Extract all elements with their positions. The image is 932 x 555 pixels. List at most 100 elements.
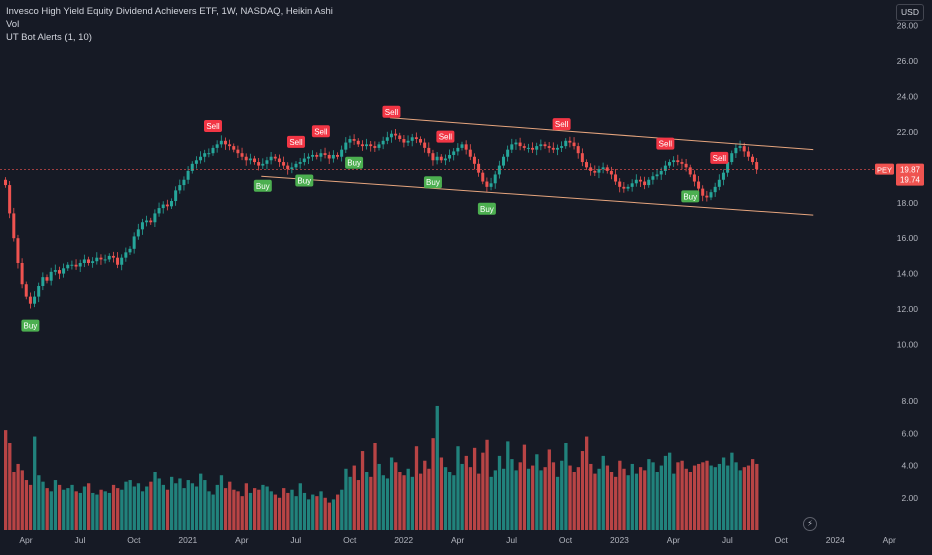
candle-body (709, 192, 713, 198)
volume-bar (140, 491, 145, 530)
candle-body (398, 135, 402, 140)
time-tick-label: Apr (883, 535, 896, 545)
volume-bar (638, 467, 643, 530)
candle-body (136, 229, 140, 237)
volume-bar (223, 488, 228, 530)
volume-bar (705, 460, 709, 530)
volume-bar (111, 484, 116, 530)
volume-bar (165, 489, 170, 530)
candle-body (66, 264, 70, 269)
buy-signal: Buy (345, 156, 364, 169)
legend-symbol-line[interactable]: Invesco High Yield Equity Dividend Achie… (6, 6, 333, 17)
legend-indicator-line[interactable]: UT Bot Alerts (1, 10) (6, 32, 92, 43)
candle-body (555, 147, 559, 150)
volume-bar (153, 472, 157, 530)
volume-bar (381, 475, 385, 530)
volume-bar (99, 489, 103, 530)
price-tick-label: 12.00 (897, 304, 919, 314)
volume-bar (207, 491, 211, 530)
candle-body (170, 201, 173, 207)
volume-bar (302, 492, 307, 530)
volume-bar (257, 489, 261, 530)
candle-body (692, 174, 696, 182)
sell-signal: Sell (710, 151, 729, 164)
volume-bar (414, 446, 419, 530)
sell-signal: Sell (287, 135, 305, 148)
candle-body (543, 144, 547, 147)
volume-bar (120, 489, 124, 530)
candle-body (423, 142, 427, 148)
time-tick-label: 2024 (826, 535, 845, 545)
candle-body (174, 190, 178, 202)
candle-body (190, 163, 194, 171)
volume-bar (431, 438, 435, 530)
volume-bar (323, 497, 327, 530)
volume-bar (539, 470, 543, 530)
volume-bar (502, 468, 506, 530)
volume-bar (149, 481, 153, 530)
candle-body (389, 133, 393, 138)
volume-bar (709, 465, 713, 530)
volume-bar (593, 473, 597, 530)
candle-body (315, 154, 319, 157)
legend-volume-line[interactable]: Vol (6, 19, 20, 30)
candle-body (460, 144, 464, 148)
signal-badge (295, 174, 314, 187)
volume-bar (219, 475, 224, 530)
candle-body (609, 170, 613, 175)
time-axis[interactable]: Apr Jul Oct 2021 Apr Jul Oct 2022 Apr Jul Oct 2023 A… (19, 535, 896, 545)
candle-body (37, 286, 41, 297)
volume-bar (33, 436, 37, 530)
candle-body (153, 213, 157, 223)
candle-body (522, 146, 526, 148)
candle-body (116, 257, 120, 265)
volume-bar (398, 472, 402, 530)
candle-body (531, 147, 535, 150)
volume-bar (597, 468, 601, 530)
candle-body (62, 268, 66, 274)
sell-signal: Sell (382, 105, 401, 118)
candle-body (726, 162, 730, 173)
candle-body (452, 151, 456, 155)
volume-bar (199, 473, 203, 530)
signal-text: Buy (683, 192, 697, 201)
candle-body (427, 147, 431, 154)
time-tick-label: Oct (127, 535, 141, 545)
candle-body (585, 162, 588, 168)
volume-bar (107, 492, 112, 530)
volume-bar (28, 484, 33, 530)
signal-badge (345, 156, 364, 169)
volume-bar (174, 483, 178, 530)
candle-body (311, 154, 315, 157)
volume-bar (522, 444, 527, 530)
volume-bar (564, 443, 568, 530)
candle-body (381, 140, 385, 145)
candle-body (78, 262, 82, 267)
volume-bar (344, 468, 348, 530)
candle-body (647, 179, 651, 186)
volume-bar (518, 462, 522, 530)
volume-bar (489, 476, 493, 530)
candle-body (535, 146, 539, 150)
volume-bar (668, 452, 672, 530)
lightning-icon[interactable]: ⚡ (803, 517, 817, 531)
candle-body (643, 181, 647, 186)
price-axis[interactable]: 28.0026.0024.0022.0020.0018.0016.0014.00… (897, 21, 919, 503)
candle-body (668, 162, 671, 166)
volume-bar (419, 473, 423, 530)
volume-bar (311, 494, 315, 530)
candle-body (182, 179, 186, 186)
currency-badge[interactable]: USD (896, 4, 924, 21)
volume-bar (331, 499, 336, 530)
volume-bar (41, 481, 45, 530)
candle-body (124, 252, 128, 258)
candle-body (526, 147, 530, 149)
volume-bar (265, 486, 269, 530)
volume-bar (45, 488, 49, 530)
candle-body (477, 163, 481, 173)
candle-body (701, 188, 705, 196)
candle-body (456, 147, 460, 152)
time-tick-label: Apr (235, 535, 248, 545)
volume-bar (643, 470, 647, 530)
